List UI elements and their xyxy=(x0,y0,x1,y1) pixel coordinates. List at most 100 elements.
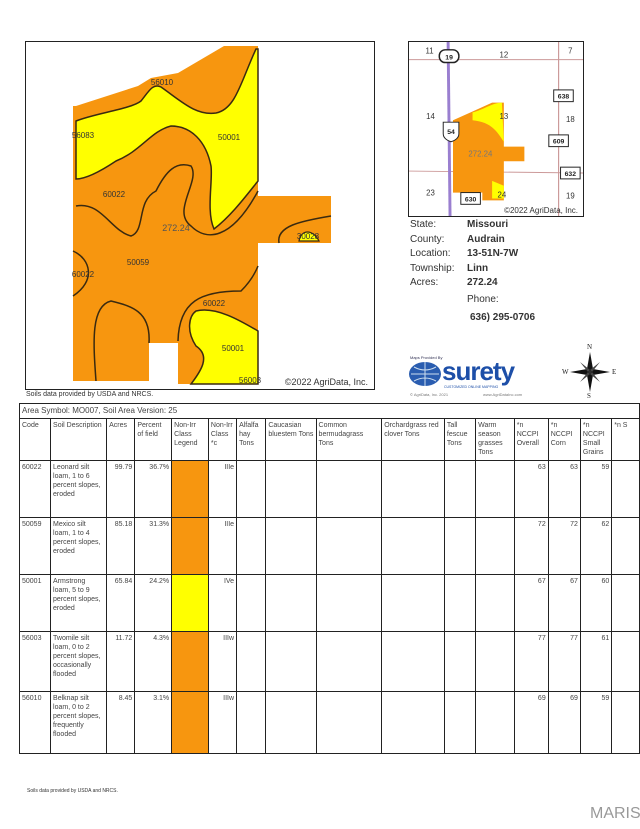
percent-of-field: 24.2% xyxy=(134,574,173,632)
state-value: Missouri xyxy=(467,219,509,230)
col-header: Orchardgrass red clover Tons xyxy=(381,418,445,461)
nccpi-small-grains: 59 xyxy=(579,691,613,754)
section-number: 12 xyxy=(499,51,508,60)
col-header: *n NCCPI Small Grains xyxy=(579,418,613,461)
footer-source-note: Soils data provided by USDA and NRCS. xyxy=(27,788,118,794)
empty-cell xyxy=(315,574,383,632)
empty-cell xyxy=(475,460,515,518)
route-shield: 54 xyxy=(447,129,455,136)
soil-table: Area Symbol: MO007, Soil Area Version: 2… xyxy=(18,403,640,754)
route-shield: 609 xyxy=(553,139,565,146)
empty-cell xyxy=(611,691,640,754)
acres: 65.84 xyxy=(106,574,136,632)
class-legend-swatch xyxy=(171,574,209,632)
section-number: 7 xyxy=(568,47,572,56)
logo-footer-right: www.AgriDataInc.com xyxy=(483,392,523,397)
table-row: 56010 Belknap silt loam, 0 to 2 percent s… xyxy=(18,691,640,754)
class-legend-swatch xyxy=(171,517,209,575)
acres: 85.18 xyxy=(106,517,136,575)
col-header: Code xyxy=(18,418,52,461)
percent-of-field: 3.1% xyxy=(134,691,173,754)
soil-code: 50001 xyxy=(18,574,52,632)
table-row: 56003 Twomile silt loam, 0 to 2 percent s… xyxy=(18,631,640,692)
empty-cell xyxy=(236,691,267,754)
non-irr-class: IIIe xyxy=(207,460,238,518)
soil-boundary-line xyxy=(93,300,150,382)
col-header: Percent of field xyxy=(134,418,173,461)
soil-boundary-line xyxy=(75,164,259,237)
nccpi-small-grains: 59 xyxy=(579,460,613,518)
location-label: Location: xyxy=(410,248,451,259)
table-header-row: Code Soil Description Acres Percent of f… xyxy=(18,418,640,461)
state-label: State: xyxy=(410,219,437,230)
soil-map: 56010 56083 50001 60022 272.24 30028 500… xyxy=(25,41,375,390)
empty-cell xyxy=(611,517,640,575)
county-value: Audrain xyxy=(467,234,505,245)
map-label: 30028 xyxy=(297,232,320,241)
nccpi-corn: 77 xyxy=(547,631,581,692)
nccpi-corn: 72 xyxy=(547,517,581,575)
nccpi-overall: 67 xyxy=(513,574,549,632)
empty-cell xyxy=(265,460,317,518)
soil-source-note: Soils data provided by USDA and NRCS. xyxy=(26,391,154,398)
soil-zone-50001-north xyxy=(75,48,259,231)
map-copyright: ©2022 AgriData, Inc. xyxy=(284,377,368,387)
empty-cell xyxy=(236,517,267,575)
empty-cell xyxy=(443,460,477,518)
empty-cell xyxy=(381,517,445,575)
nccpi-corn: 63 xyxy=(547,460,581,518)
empty-cell xyxy=(265,631,317,692)
soil-description: Belknap silt loam, 0 to 2 percent slopes… xyxy=(50,691,108,754)
soil-zone-30028 xyxy=(298,231,320,242)
map-label: 60022 xyxy=(103,190,126,199)
acres: 11.72 xyxy=(106,631,136,692)
empty-cell xyxy=(236,631,267,692)
soil-boundary-line xyxy=(72,250,90,297)
compass-rose: N S W E xyxy=(562,343,618,400)
empty-cell xyxy=(381,460,445,518)
empty-cell xyxy=(443,691,477,754)
compass-east: E xyxy=(612,368,617,376)
map-label: 50001 xyxy=(222,344,245,353)
map-label: 50059 xyxy=(127,258,150,267)
table-row: 50001 Armstrong loam, 5 to 9 percent slop… xyxy=(18,574,640,632)
acres-label: Acres: xyxy=(410,277,439,288)
logo-tagline: CUSTOMIZED ONLINE MAPPING xyxy=(444,385,499,389)
map-label: 56003 xyxy=(239,376,262,385)
empty-cell xyxy=(475,691,515,754)
soil-zone-50001-south xyxy=(188,309,259,385)
soil-map-graphic: 56010 56083 50001 60022 272.24 30028 500… xyxy=(72,46,332,385)
col-header: Warm season grasses Tons xyxy=(475,418,515,461)
col-header: *n NCCPI Corn xyxy=(547,418,581,461)
compass-south: S xyxy=(587,392,591,400)
col-header: Tall fescue Tons xyxy=(443,418,477,461)
col-header: Common bermudagrass Tons xyxy=(315,418,383,461)
acres-value: 272.24 xyxy=(467,277,498,288)
soil-boundary-line xyxy=(278,215,332,244)
soil-description: Armstrong loam, 5 to 9 percent slopes, e… xyxy=(50,574,108,632)
soil-description: Mexico silt loam, 1 to 4 percent slopes,… xyxy=(50,517,108,575)
empty-cell xyxy=(381,574,445,632)
class-legend-swatch xyxy=(171,691,209,754)
col-header: Acres xyxy=(106,418,136,461)
surety-logo: Maps Provided By surety CUSTOMIZED ONLIN… xyxy=(408,355,558,400)
compass-icon xyxy=(570,352,610,392)
percent-of-field: 4.3% xyxy=(134,631,173,692)
logo-brand: surety xyxy=(442,356,515,386)
soil-code: 60022 xyxy=(18,460,52,518)
empty-cell xyxy=(475,631,515,692)
empty-cell xyxy=(236,574,267,632)
col-header: Non-Irr Class Legend xyxy=(171,418,209,461)
percent-of-field: 31.3% xyxy=(134,517,173,575)
nccpi-overall: 69 xyxy=(513,691,549,754)
route-shield: 630 xyxy=(465,196,477,203)
table-row: 50059 Mexico silt loam, 1 to 4 percent sl… xyxy=(18,517,640,575)
route-shield: 638 xyxy=(558,94,570,101)
map-label: 50001 xyxy=(218,133,241,142)
section-number: 14 xyxy=(426,112,435,121)
map-label: 56010 xyxy=(151,78,174,87)
empty-cell xyxy=(475,574,515,632)
maris-watermark: MARIS xyxy=(590,805,640,822)
col-header: Non-Irr Class *c xyxy=(207,418,238,461)
soil-code: 56010 xyxy=(18,691,52,754)
